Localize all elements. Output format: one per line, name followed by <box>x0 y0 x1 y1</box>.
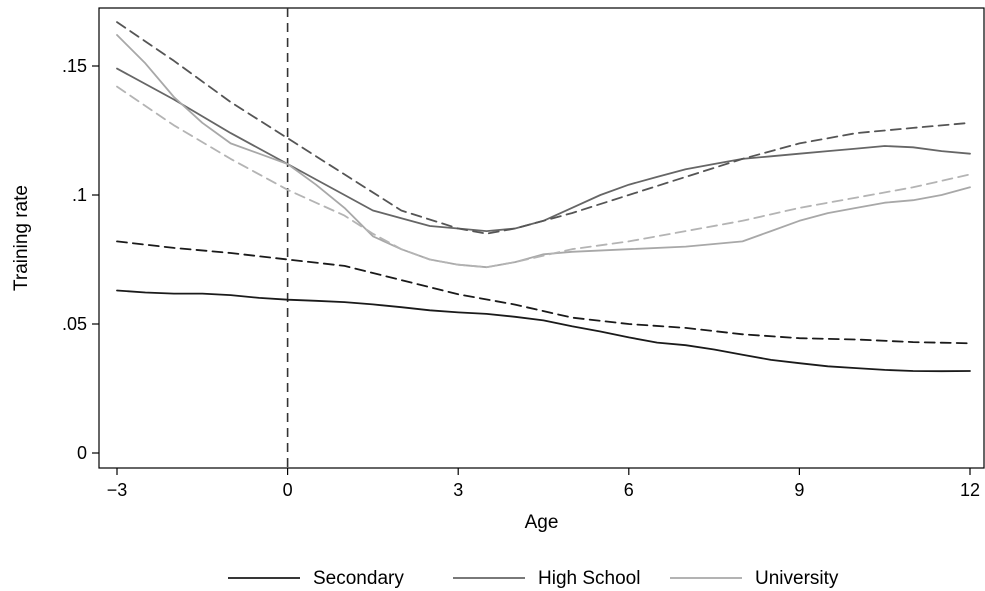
y-tick-label: 0 <box>77 443 87 463</box>
series-line-high-school <box>116 67 971 233</box>
plot-area <box>98 7 985 469</box>
x-tick-label: 12 <box>960 480 980 500</box>
series-line-secondary-upper-bound <box>116 240 971 345</box>
y-tick-label: .05 <box>62 314 87 334</box>
series-line-secondary <box>116 289 971 373</box>
series-line-high-school-upper-bound <box>116 21 971 235</box>
legend-label: High School <box>538 568 640 589</box>
series-line-university-upper-bound <box>116 85 971 269</box>
legend-item: High School <box>453 568 640 589</box>
legend: Secondary High School University <box>228 568 839 589</box>
y-tick-label: .1 <box>72 185 87 205</box>
x-tick-label: 3 <box>453 480 463 500</box>
x-tick-label: −3 <box>107 480 128 500</box>
plot-border <box>98 7 985 469</box>
y-axis-title: Training rate <box>11 185 32 291</box>
x-tick-label: 9 <box>794 480 804 500</box>
legend-item: University <box>670 568 839 589</box>
series-line-university <box>116 34 971 269</box>
x-tick-label: 6 <box>624 480 634 500</box>
series-layer <box>116 21 971 373</box>
legend-label: Secondary <box>313 568 404 589</box>
legend-item: Secondary <box>228 568 404 589</box>
axes: −3 0 3 6 9 12 0 .05 .1 .15 <box>62 56 980 500</box>
legend-label: University <box>755 568 839 589</box>
x-tick-label: 0 <box>283 480 293 500</box>
x-axis-title: Age <box>525 512 559 533</box>
y-tick-label: .15 <box>62 56 87 76</box>
